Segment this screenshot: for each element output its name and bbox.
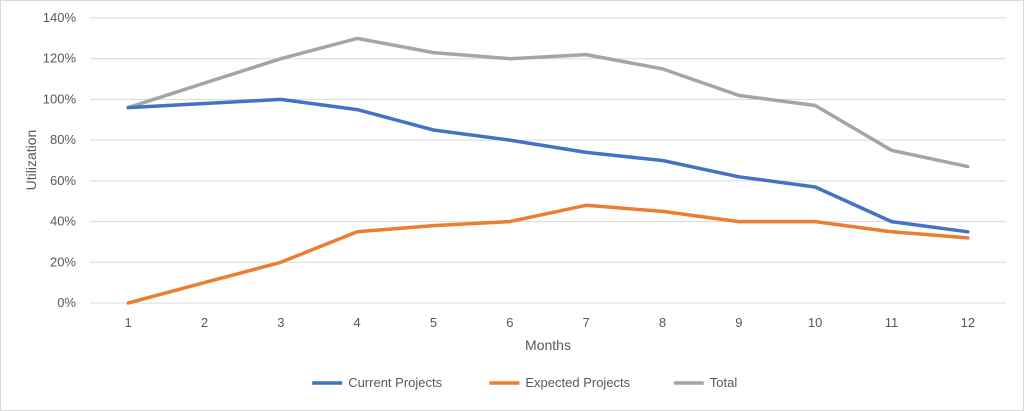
x-axis-ticks: 1 2 3 4 5 6 7 8 9 10 11 12 <box>125 315 976 330</box>
x-tick-label: 10 <box>808 315 822 330</box>
y-tick-label: 60% <box>50 173 76 188</box>
legend-label-expected-projects: Expected Projects <box>525 375 630 390</box>
x-axis-title: Months <box>525 337 571 353</box>
y-tick-label: 100% <box>43 91 77 106</box>
y-tick-label: 0% <box>57 295 76 310</box>
series-lines <box>126 36 970 305</box>
x-tick-label: 3 <box>277 315 284 330</box>
y-tick-label: 140% <box>43 10 77 25</box>
series-line-current-projects <box>126 97 970 234</box>
y-tick-label: 120% <box>43 51 77 66</box>
x-tick-label: 2 <box>201 315 208 330</box>
legend-label-current-projects: Current Projects <box>348 375 442 390</box>
y-tick-label: 80% <box>50 132 76 147</box>
y-axis-ticks: 0% 20% 40% 60% 80% 100% 120% 140% <box>43 10 77 310</box>
x-tick-label: 9 <box>735 315 742 330</box>
legend: Current Projects Expected Projects Total <box>312 375 737 390</box>
y-tick-label: 40% <box>50 214 76 229</box>
x-tick-label: 6 <box>506 315 513 330</box>
x-tick-label: 4 <box>354 315 361 330</box>
legend-label-total: Total <box>710 375 738 390</box>
series-line-expected-projects <box>126 203 970 305</box>
series-line-total <box>126 36 970 169</box>
x-tick-label: 5 <box>430 315 437 330</box>
x-tick-label: 11 <box>885 315 899 330</box>
y-axis-title: Utilization <box>23 130 39 191</box>
x-tick-label: 12 <box>961 315 975 330</box>
gridlines <box>90 17 1006 304</box>
x-tick-label: 8 <box>659 315 666 330</box>
x-tick-label: 7 <box>583 315 590 330</box>
y-tick-label: 20% <box>50 254 76 269</box>
x-tick-label: 1 <box>125 315 132 330</box>
